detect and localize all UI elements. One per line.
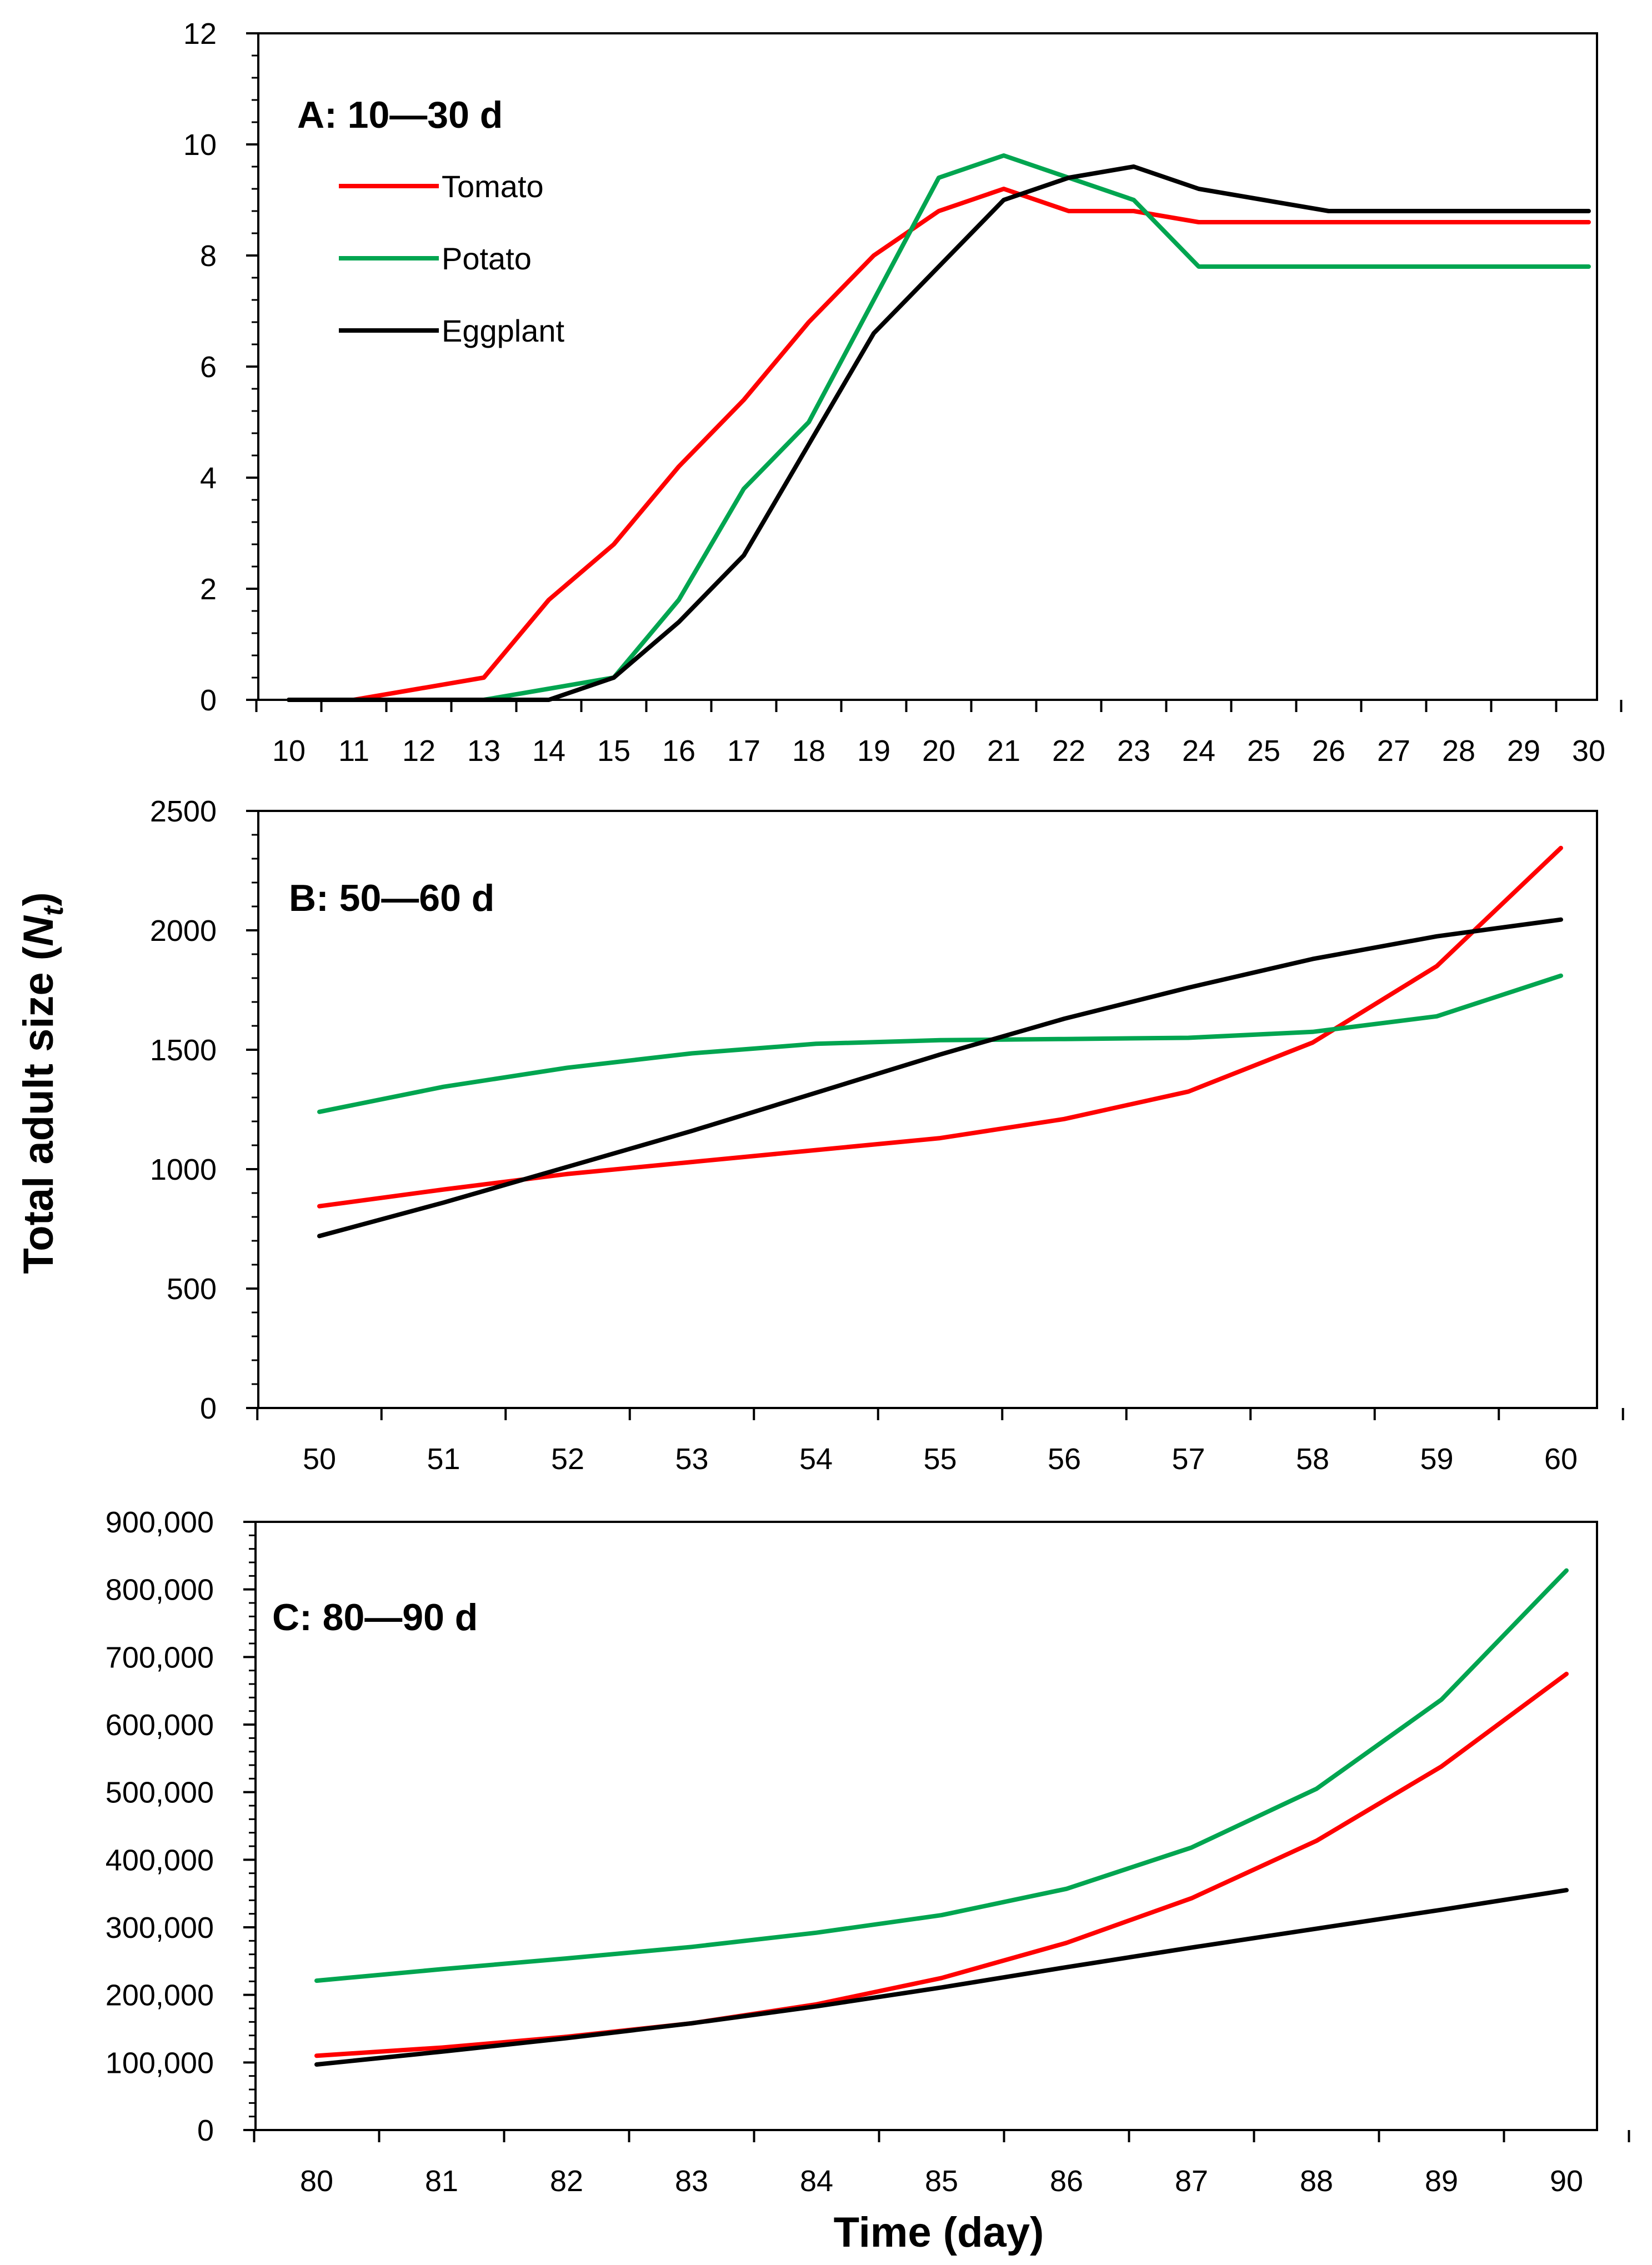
panel-c-x-tick-label: 89	[1425, 2164, 1458, 2198]
panel-a-x-tick-label: 21	[987, 734, 1020, 768]
panel-a-x-tick-label: 12	[402, 734, 435, 768]
panel-c-x-tick-label: 88	[1300, 2164, 1333, 2198]
panel-a-chart: A: 10—30 d Tomato Potato Eggplant 024681…	[183, 17, 1623, 768]
panel-c-y-tick-label: 700,000	[106, 1641, 214, 1674]
panel-a-x-tick-label: 14	[532, 734, 565, 768]
y-axis-title-close: )	[15, 892, 62, 906]
panel-c-series-eggplant	[314, 1888, 1569, 2067]
panel-a-x-tick-label: 27	[1377, 734, 1410, 768]
panel-a-x-tick-label: 26	[1312, 734, 1345, 768]
panel-b-y-tick-label: 1500	[150, 1034, 217, 1067]
panel-c-x-tick-label: 84	[800, 2164, 833, 2198]
panel-b-y-tick-label: 1000	[150, 1153, 217, 1186]
panel-c-y-tick-label: 600,000	[106, 1708, 214, 1742]
panel-c-y-tick-label: 500,000	[106, 1776, 214, 1810]
panel-c-x-tick-label: 87	[1175, 2164, 1208, 2198]
x-axis-title: Time (day)	[834, 2209, 1044, 2256]
panel-c-y-tick-label: 800,000	[106, 1574, 214, 1607]
panel-b-x-tick-label: 58	[1296, 1442, 1329, 1476]
panel-c-y-tick-label: 400,000	[106, 1843, 214, 1877]
panel-a-x-tick-label: 17	[727, 734, 760, 768]
panel-b-series-eggplant	[317, 917, 1563, 1239]
panel-b-x-tick-label: 55	[923, 1442, 957, 1476]
panel-c-x-tick-label: 82	[550, 2164, 583, 2198]
panel-b-x-tick-label: 56	[1048, 1442, 1081, 1476]
panel-a-x-tick-label: 23	[1117, 734, 1150, 768]
panel-c-chart: C: 80—90 d 0 100,000 200,000 300,000 400,000…	[106, 1506, 1630, 2198]
panel-c-y-tick-label: 900,000	[106, 1506, 214, 1539]
panel-c-x-tick-label: 81	[425, 2164, 458, 2198]
panel-b-x-tick-label: 50	[303, 1442, 336, 1476]
panel-b-y-tick-label: 2000	[150, 914, 217, 948]
panel-a-x-tick-label: 24	[1182, 734, 1215, 768]
y-axis-title-subscript: t	[37, 905, 69, 916]
legend-potato-label: Potato	[442, 241, 532, 276]
panel-a-y-tick-label: 2	[200, 573, 217, 606]
panel-a-x-tick-label: 11	[338, 734, 369, 768]
panel-b-x-tick-label: 59	[1420, 1442, 1453, 1476]
panel-c-y-tick-label: 200,000	[106, 1979, 214, 2012]
panel-b-title: B: 50—60 d	[289, 877, 494, 919]
panel-c-title: C: 80—90 d	[272, 1596, 478, 1638]
panel-a-x-tick-label: 20	[922, 734, 955, 768]
panel-b-chart: B: 50—60 d 0 500 1000 1500 2000 2500 50 51 52 53 5…	[150, 795, 1624, 1476]
panel-a-x-tick-label: 30	[1572, 734, 1605, 768]
panel-a-y-tick-label: 12	[183, 17, 217, 51]
panel-a-x-tick-label: 15	[597, 734, 630, 768]
y-axis-title-main: Total adult size (	[15, 946, 62, 1274]
panel-a-x-tick-label: 18	[792, 734, 825, 768]
panel-a-series-tomato	[287, 187, 1591, 702]
panel-c-x-tick-label: 86	[1050, 2164, 1083, 2198]
panel-a-y-tick-label: 0	[200, 684, 217, 717]
panel-a-x-tick-label: 10	[272, 734, 306, 768]
panel-c-x-tick-label: 83	[675, 2164, 708, 2198]
panel-b-x-tick-label: 52	[551, 1442, 584, 1476]
panel-a-x-tick-label: 28	[1442, 734, 1475, 768]
panel-c-x-tick-label: 90	[1550, 2164, 1583, 2198]
panel-c-frame	[254, 1521, 1598, 2131]
panel-a-title: A: 10—30 d	[297, 94, 503, 136]
panel-a-series-potato	[287, 153, 1591, 702]
panel-c-series-tomato	[314, 1671, 1569, 2058]
panel-b-series-potato	[317, 973, 1563, 1114]
legend: Tomato Potato Eggplant	[339, 169, 565, 348]
panel-b-y-tick-label: 0	[200, 1392, 217, 1425]
panel-a-x-tick-label: 16	[662, 734, 695, 768]
panel-b-y-tick-label: 500	[167, 1272, 217, 1306]
y-axis-title-italic: N	[15, 915, 62, 946]
panel-a-y-tick-label: 4	[200, 462, 217, 495]
panel-c-series-potato	[314, 1568, 1569, 1983]
panel-a-series-eggplant	[287, 164, 1591, 702]
panel-c-x-tick-label: 85	[925, 2164, 958, 2198]
panel-c-x-tick-label: 80	[300, 2164, 333, 2198]
panel-b-series-tomato	[317, 845, 1563, 1209]
panel-b-x-tick-label: 51	[427, 1442, 460, 1476]
legend-tomato-label: Tomato	[442, 169, 544, 204]
panel-b-x-tick-label: 54	[799, 1442, 833, 1476]
panel-a-y-tick-label: 6	[200, 350, 217, 384]
panel-c-y-tick-label: 100,000	[106, 2046, 214, 2079]
y-axis-title: Total adult size (Nt)	[15, 892, 69, 1274]
panel-b-x-tick-label: 60	[1544, 1442, 1578, 1476]
panel-a-x-tick-label: 19	[857, 734, 890, 768]
panel-a-x-tick-label: 22	[1052, 734, 1085, 768]
panel-b-frame	[257, 810, 1598, 1409]
panel-b-x-tick-label: 57	[1172, 1442, 1205, 1476]
panel-a-x-tick-label: 25	[1247, 734, 1280, 768]
panel-a-y-tick-label: 10	[183, 128, 217, 162]
panel-c-y-tick-label: 300,000	[106, 1911, 214, 1945]
panel-a-x-tick-label: 29	[1507, 734, 1540, 768]
panel-a-y-tick-label: 8	[200, 239, 217, 273]
panel-b-y-tick-label: 2500	[150, 795, 217, 828]
panel-b-x-tick-label: 53	[675, 1442, 708, 1476]
panel-c-y-tick-label: 0	[197, 2114, 214, 2147]
panel-a-x-tick-label: 13	[467, 734, 500, 768]
legend-eggplant-label: Eggplant	[442, 313, 565, 348]
